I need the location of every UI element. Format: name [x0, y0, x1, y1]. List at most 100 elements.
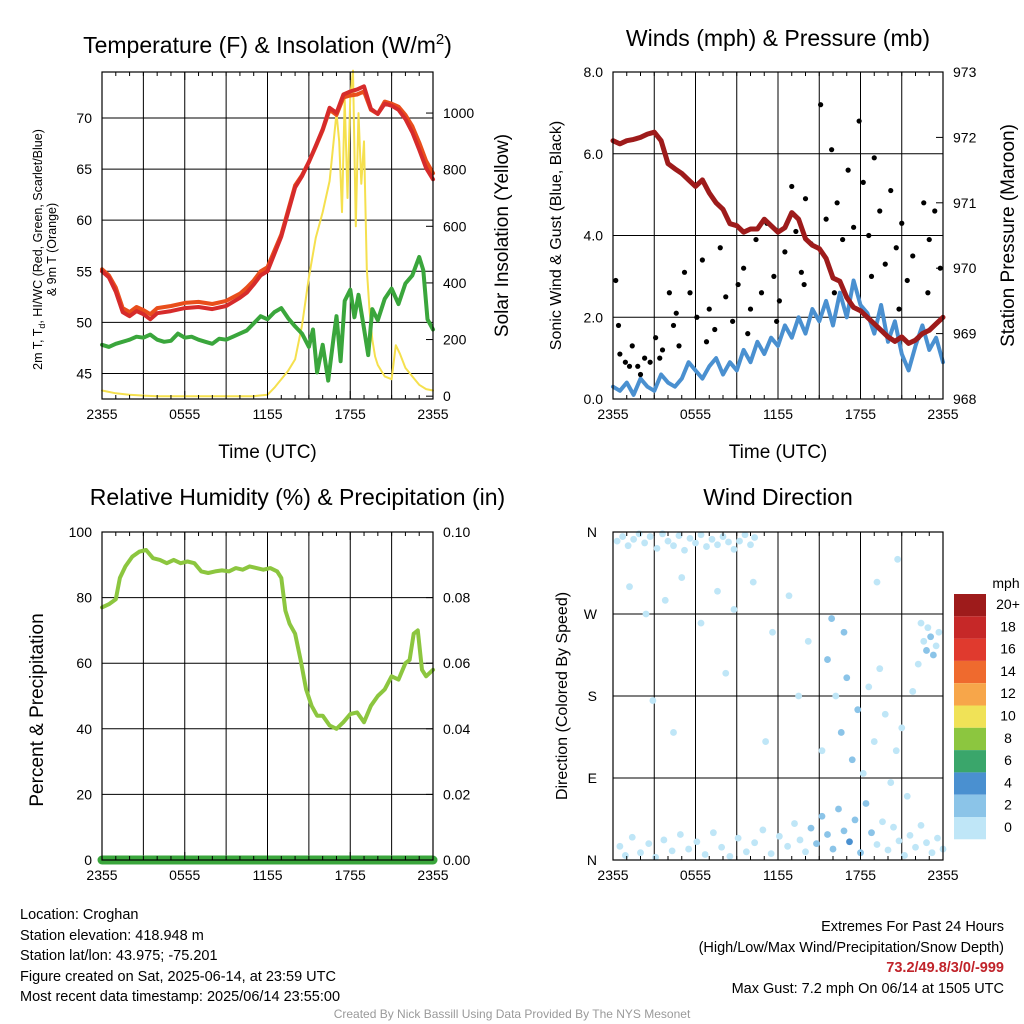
x-tick-label: 1155: [763, 406, 793, 422]
direction-point: [890, 823, 897, 831]
colorbar-swatch: [954, 594, 986, 617]
x-tick-label: 1755: [845, 406, 876, 422]
direction-point: [887, 779, 895, 786]
gust-point: [866, 232, 872, 239]
direction-point: [775, 832, 783, 840]
direction-point: [613, 537, 621, 545]
gust-point: [910, 253, 916, 259]
gust-point: [921, 200, 927, 206]
direction-point: [697, 531, 705, 539]
direction-point: [859, 770, 867, 777]
winds-panel: 0.0 2.0 4.0 6.0 8.0 968 969 970 971 972 973 2355 055…: [548, 25, 1019, 463]
y-axis-label: Sonic Wind & Gust (Blue, Black): [548, 121, 565, 350]
direction-point: [785, 592, 793, 600]
y-right-tick-label: 972: [953, 129, 977, 145]
direction-point: [879, 818, 886, 826]
gust-point: [741, 265, 747, 271]
y-right-tick-label: 1000: [443, 105, 474, 121]
gust-point: [860, 179, 866, 185]
gust-point: [904, 277, 910, 284]
gust-point: [925, 290, 931, 296]
direction-point: [895, 837, 903, 845]
station-latlon: Station lat/lon: 43.975; -75.201: [20, 948, 218, 964]
direction-point: [901, 852, 908, 859]
gust-point: [653, 335, 659, 341]
colorbar-swatch: [954, 794, 986, 817]
y-tick-label: 6.0: [584, 146, 604, 162]
direction-point: [828, 615, 836, 622]
direction-point: [646, 533, 654, 540]
direction-point: [734, 834, 742, 842]
gust-point: [877, 208, 883, 214]
direction-point: [870, 738, 878, 745]
y-axis-label-text: Direction (Colored By Speed): [554, 592, 571, 800]
gust-point: [789, 183, 795, 190]
y-tick-label: N: [587, 524, 597, 540]
y-tick-label: 70: [76, 110, 92, 126]
x-tick-label: 2355: [86, 867, 117, 883]
chart-title: Wind Direction: [703, 484, 853, 510]
y-right-axis-label: Solar Insolation (Yellow): [492, 134, 513, 337]
x-tick-label: 0555: [680, 867, 711, 883]
direction-point: [804, 637, 812, 645]
series-line-0: [101, 69, 434, 398]
direction-point: [661, 596, 669, 604]
direction-point: [709, 829, 717, 837]
colorbar-swatch: [954, 660, 986, 684]
gust-point: [717, 245, 723, 251]
gust-point: [615, 322, 622, 329]
gust-point: [823, 216, 829, 222]
y-right-tick-label: 0.10: [443, 524, 470, 540]
chart-title: Temperature (F) & Insolation (W/m2): [83, 31, 452, 58]
direction-point: [660, 836, 668, 844]
extremes-subtitle: (High/Low/Max Wind/Precipitation/Snow De…: [698, 939, 1004, 956]
y-tick-label: S: [588, 688, 597, 704]
gust-point: [856, 118, 862, 124]
direction-point: [741, 531, 749, 539]
direction-point: [784, 842, 792, 850]
y-tick-label: 100: [69, 524, 93, 540]
gust-point: [845, 167, 851, 173]
x-tick-label: 1755: [845, 867, 876, 883]
gust-point: [829, 147, 835, 153]
colorbar-swatch: [954, 705, 986, 728]
y-tick-label: 2.0: [584, 309, 604, 325]
gust-point: [642, 355, 648, 361]
direction-point: [692, 539, 699, 547]
gust-point: [798, 269, 804, 275]
y-right-tick-label: 970: [953, 260, 977, 276]
direction-point: [664, 537, 672, 545]
direction-point: [736, 537, 743, 545]
direction-point: [791, 820, 798, 827]
direction-point: [697, 619, 705, 627]
y-right-tick-label: 0.04: [443, 721, 470, 737]
gust-point: [801, 281, 807, 288]
x-tick-label: 2355: [597, 867, 628, 883]
direction-point: [932, 642, 940, 650]
gust-point: [670, 322, 677, 329]
gust-point: [699, 257, 705, 263]
direction-point: [802, 848, 809, 856]
gust-point: [831, 290, 837, 296]
gust-point: [730, 318, 736, 324]
chart-title: Winds (mph) & Pressure (mb): [626, 25, 930, 51]
y-right-tick-label: 968: [953, 391, 977, 407]
direction-point: [722, 669, 730, 677]
extremes-values: 73.2/49.8/3/0/-999: [886, 960, 1004, 976]
gust-point: [758, 290, 765, 296]
humidity-panel: 0 20 40 60 80 100 0.00 0.02 0.04 0.06 0.08 0.10 2355…: [27, 484, 505, 883]
direction-point: [873, 841, 881, 848]
direction-point: [645, 840, 653, 847]
direction-point: [848, 756, 856, 764]
y-right-tick-label: 969: [953, 326, 977, 342]
colorbar-swatch: [954, 727, 986, 751]
gust-point: [723, 294, 729, 300]
chart-title: Relative Humidity (%) & Precipitation (i…: [90, 484, 505, 510]
y-axis-label-text: Percent & Precipitation: [27, 613, 48, 806]
y-right-tick-label: 973: [953, 64, 977, 80]
extremes-panel: Extremes For Past 24 Hours (High/Low/Max…: [699, 917, 1004, 999]
direction-point: [628, 833, 636, 841]
gust-point: [706, 306, 712, 312]
gust-point: [647, 359, 653, 365]
